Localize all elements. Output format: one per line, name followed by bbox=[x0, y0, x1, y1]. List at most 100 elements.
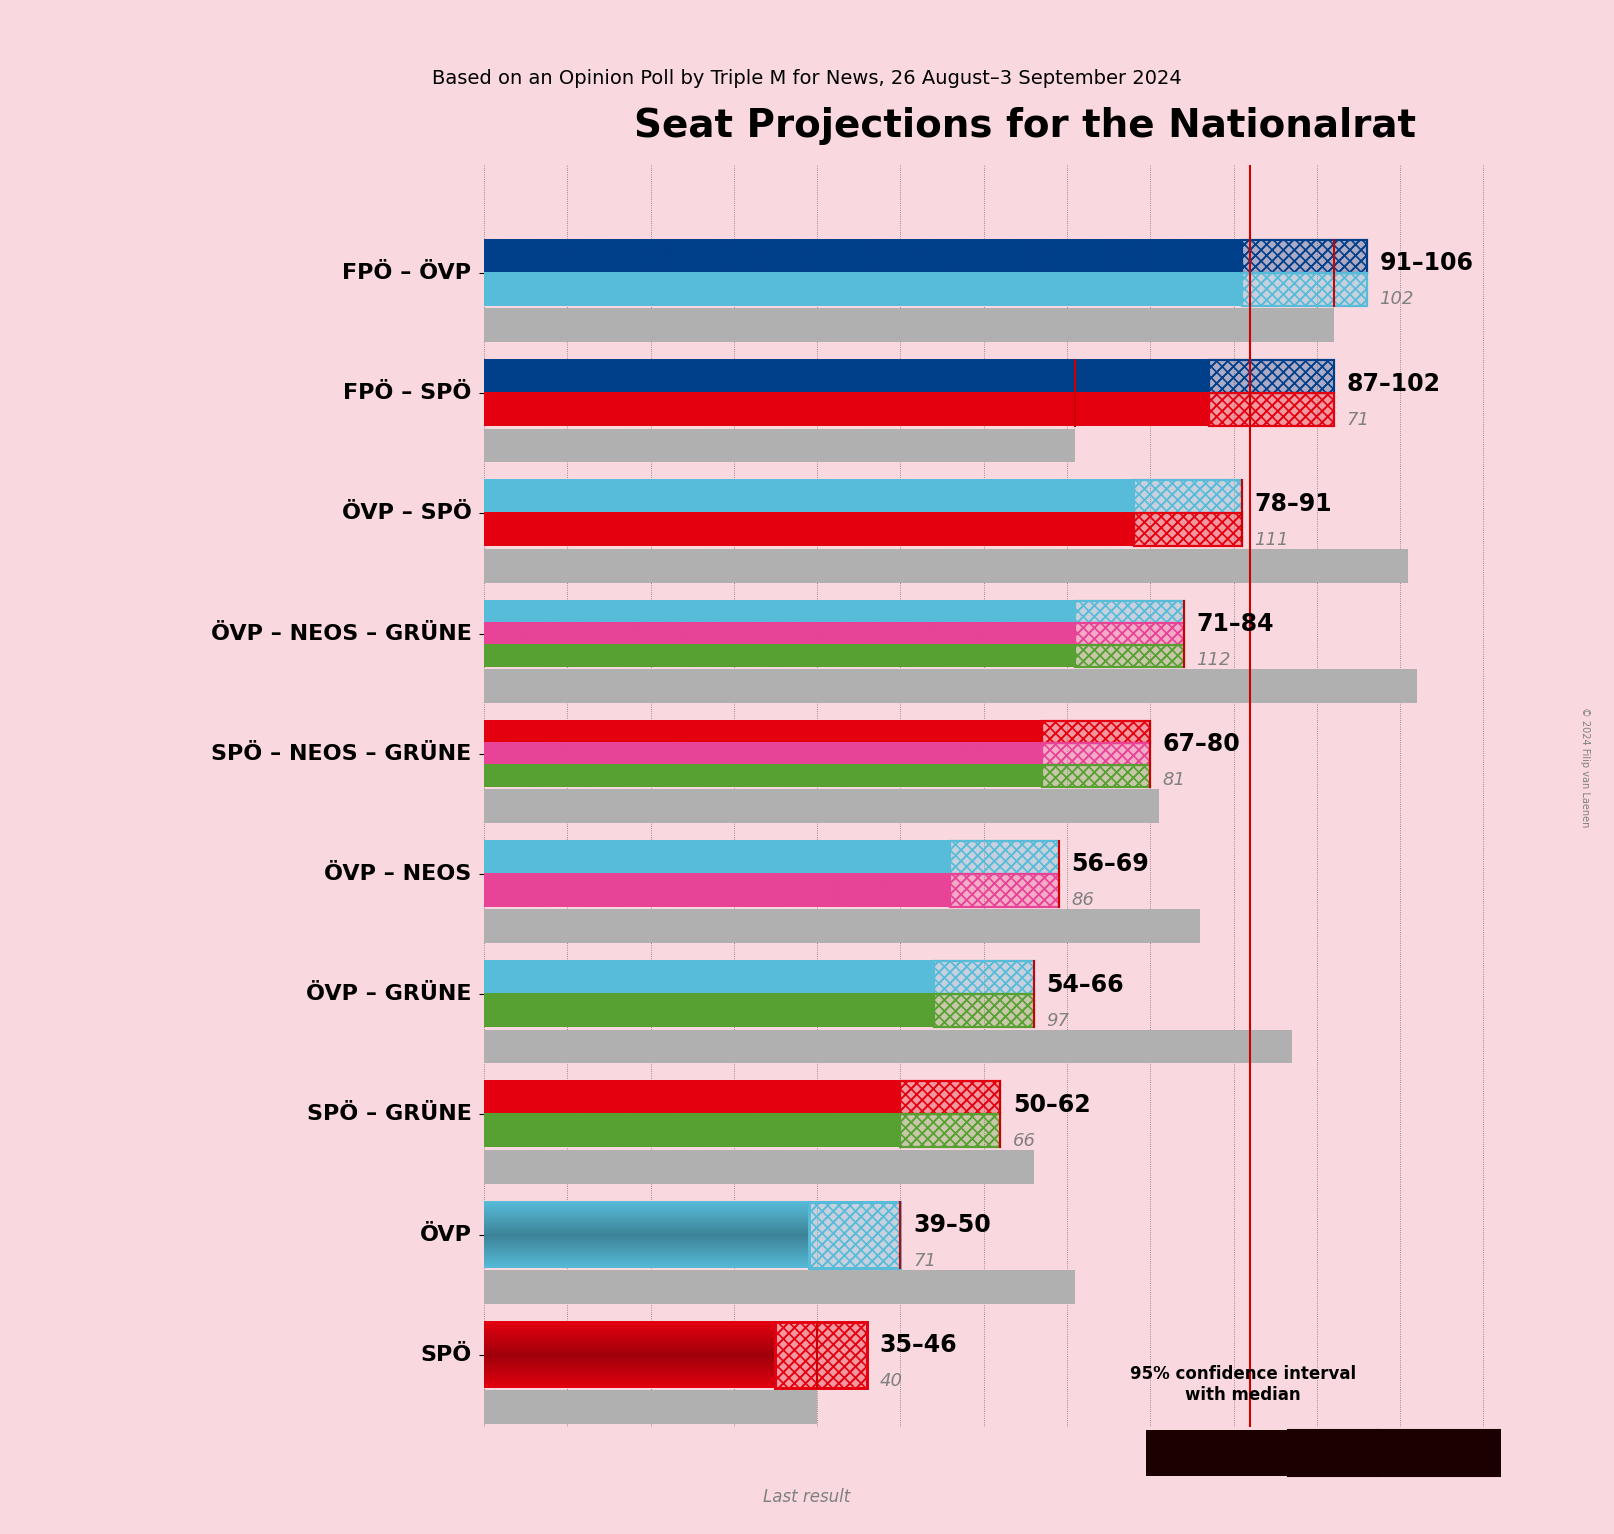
Bar bbox=[1043, 765, 1151, 787]
Text: Last result: Last result bbox=[763, 1488, 851, 1506]
Bar bbox=[901, 1114, 1001, 1147]
Bar bbox=[1241, 239, 1367, 273]
Bar bbox=[951, 874, 1059, 907]
Text: SPÖ – NEOS – GRÜNE: SPÖ – NEOS – GRÜNE bbox=[211, 744, 471, 764]
Text: 71–84: 71–84 bbox=[1196, 612, 1273, 637]
Text: 78–91: 78–91 bbox=[1254, 492, 1332, 515]
Bar bbox=[1075, 623, 1183, 644]
Bar bbox=[1209, 393, 1333, 426]
Text: 40: 40 bbox=[880, 1373, 902, 1390]
Bar bbox=[1209, 360, 1333, 393]
Text: 71: 71 bbox=[914, 1252, 936, 1270]
Bar bbox=[901, 1081, 1001, 1114]
Bar bbox=[809, 1201, 901, 1267]
Bar bbox=[1133, 514, 1241, 546]
Text: ÖVP – NEOS: ÖVP – NEOS bbox=[324, 864, 471, 884]
Text: ÖVP – SPÖ: ÖVP – SPÖ bbox=[342, 503, 471, 523]
Bar bbox=[775, 1322, 867, 1388]
Bar bbox=[1133, 514, 1241, 546]
Bar bbox=[484, 790, 1159, 822]
Bar bbox=[935, 962, 1033, 994]
Bar bbox=[1075, 644, 1183, 667]
Bar bbox=[1133, 480, 1241, 514]
Bar bbox=[1043, 721, 1151, 742]
Text: 39–50: 39–50 bbox=[914, 1213, 991, 1236]
Text: 86: 86 bbox=[1072, 891, 1094, 910]
Bar bbox=[1133, 480, 1241, 514]
Bar bbox=[951, 841, 1059, 874]
Bar bbox=[484, 1029, 1291, 1063]
Bar bbox=[901, 1081, 1001, 1114]
Text: SPÖ – GRÜNE: SPÖ – GRÜNE bbox=[307, 1104, 471, 1124]
Text: 111: 111 bbox=[1254, 531, 1290, 549]
Text: 54–66: 54–66 bbox=[1046, 973, 1123, 997]
Text: FPÖ – SPÖ: FPÖ – SPÖ bbox=[344, 384, 471, 403]
Bar bbox=[935, 994, 1033, 1028]
Bar bbox=[484, 428, 1075, 462]
Bar bbox=[1209, 393, 1333, 426]
Text: 35–46: 35–46 bbox=[880, 1333, 957, 1358]
Bar bbox=[1043, 765, 1151, 787]
Bar bbox=[775, 1322, 867, 1388]
Bar bbox=[775, 1322, 867, 1388]
Bar bbox=[484, 308, 1333, 342]
Bar bbox=[1133, 480, 1241, 514]
Bar bbox=[1241, 239, 1367, 273]
Text: 56–69: 56–69 bbox=[1072, 853, 1149, 876]
Text: 66: 66 bbox=[1014, 1132, 1036, 1150]
Bar bbox=[1377, 1430, 1501, 1476]
Text: 87–102: 87–102 bbox=[1346, 371, 1440, 396]
Text: ÖVP – NEOS – GRÜNE: ÖVP – NEOS – GRÜNE bbox=[210, 624, 471, 644]
Bar bbox=[1043, 742, 1151, 765]
Title: Seat Projections for the Nationalrat: Seat Projections for the Nationalrat bbox=[634, 107, 1417, 146]
Bar bbox=[1288, 1430, 1377, 1476]
Bar bbox=[951, 841, 1059, 874]
Bar bbox=[1209, 393, 1333, 426]
Bar bbox=[484, 910, 1201, 943]
Bar bbox=[1241, 273, 1367, 307]
Text: ÖVP – GRÜNE: ÖVP – GRÜNE bbox=[307, 985, 471, 1005]
Text: © 2024 Filip van Laenen: © 2024 Filip van Laenen bbox=[1580, 707, 1590, 827]
Bar bbox=[1075, 600, 1183, 623]
Bar bbox=[1209, 360, 1333, 393]
Bar bbox=[1043, 721, 1151, 742]
Bar bbox=[1133, 514, 1241, 546]
Bar bbox=[935, 994, 1033, 1028]
Text: 102: 102 bbox=[1380, 290, 1414, 308]
Bar bbox=[935, 962, 1033, 994]
Bar bbox=[1043, 721, 1151, 742]
Bar bbox=[1043, 765, 1151, 787]
Bar bbox=[1043, 742, 1151, 765]
Bar bbox=[901, 1081, 1001, 1114]
Bar bbox=[951, 841, 1059, 874]
Bar bbox=[901, 1114, 1001, 1147]
Bar bbox=[809, 1201, 901, 1267]
Text: 95% confidence interval
with median: 95% confidence interval with median bbox=[1130, 1365, 1356, 1404]
Bar bbox=[1241, 273, 1367, 307]
Text: Based on an Opinion Poll by Triple M for News, 26 August–3 September 2024: Based on an Opinion Poll by Triple M for… bbox=[433, 69, 1181, 89]
Bar bbox=[484, 1150, 1033, 1184]
Bar bbox=[951, 874, 1059, 907]
Bar bbox=[484, 1270, 1075, 1304]
Bar bbox=[1075, 623, 1183, 644]
Bar bbox=[1075, 600, 1183, 623]
Text: 71: 71 bbox=[1346, 411, 1369, 428]
Bar bbox=[1075, 644, 1183, 667]
Text: 81: 81 bbox=[1162, 772, 1186, 790]
Bar bbox=[951, 874, 1059, 907]
Bar bbox=[1075, 623, 1183, 644]
Bar bbox=[935, 962, 1033, 994]
Bar bbox=[1146, 1430, 1288, 1476]
Bar bbox=[1075, 644, 1183, 667]
Bar bbox=[809, 1201, 901, 1267]
Text: 97: 97 bbox=[1046, 1011, 1068, 1029]
Text: 91–106: 91–106 bbox=[1380, 252, 1474, 276]
Bar bbox=[1241, 273, 1367, 307]
Bar bbox=[1043, 742, 1151, 765]
Bar bbox=[1209, 360, 1333, 393]
Text: 67–80: 67–80 bbox=[1162, 732, 1241, 756]
Text: 50–62: 50–62 bbox=[1014, 1092, 1091, 1117]
Text: ÖVP: ÖVP bbox=[420, 1224, 471, 1244]
Bar bbox=[484, 669, 1417, 703]
Text: 112: 112 bbox=[1196, 650, 1230, 669]
